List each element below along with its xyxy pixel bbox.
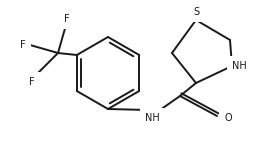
Text: F: F xyxy=(64,14,70,24)
Text: F: F xyxy=(29,77,35,87)
Text: O: O xyxy=(224,113,232,123)
Text: NH: NH xyxy=(145,113,159,123)
Text: NH: NH xyxy=(232,61,246,71)
Text: F: F xyxy=(20,40,26,50)
Text: S: S xyxy=(193,7,199,17)
